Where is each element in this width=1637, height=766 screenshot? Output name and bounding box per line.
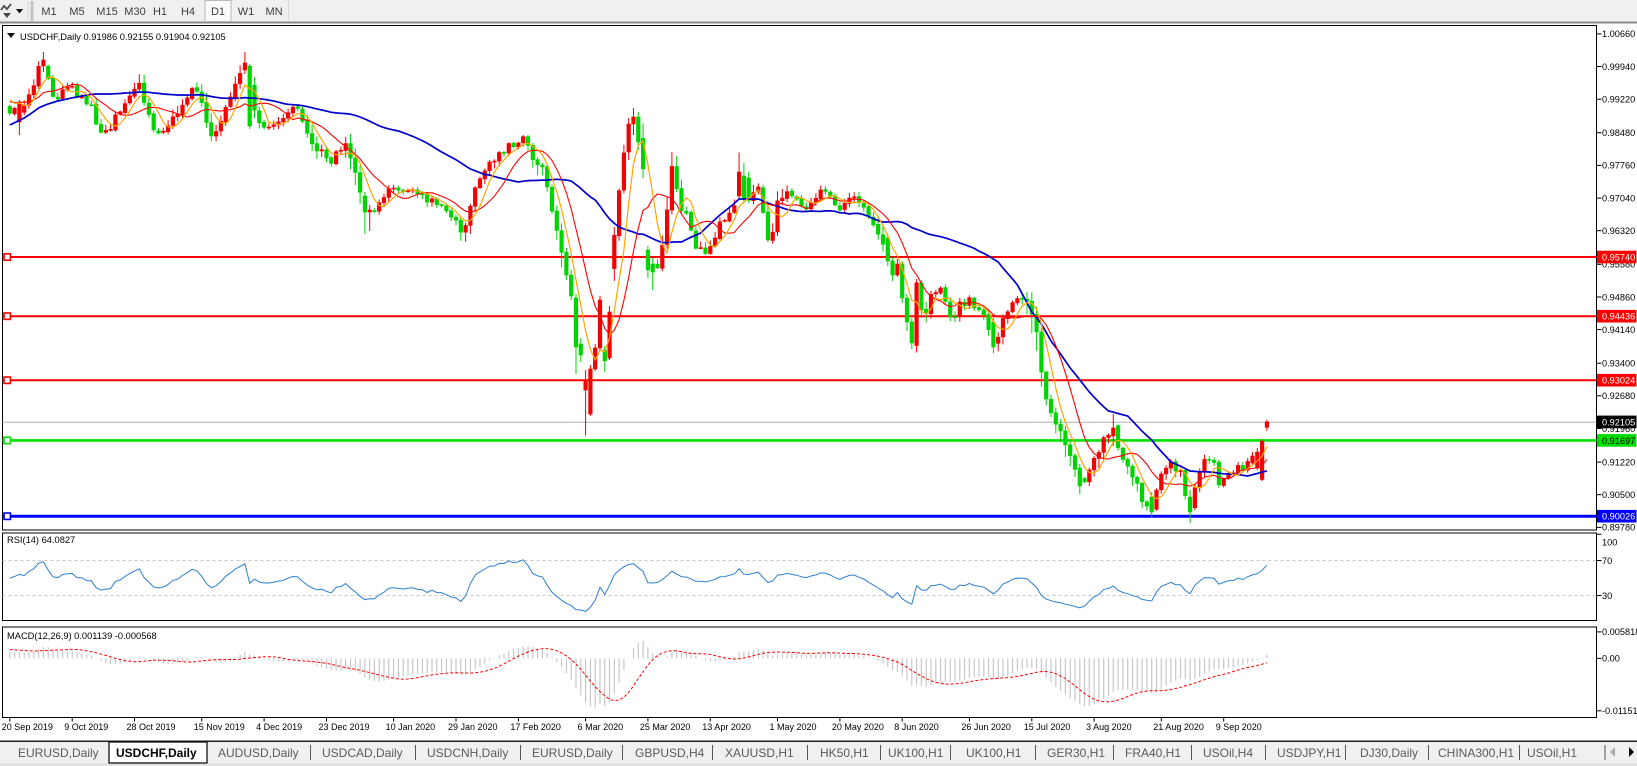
svg-text:17 Feb 2020: 17 Feb 2020 <box>510 722 561 732</box>
svg-text:0.95580: 0.95580 <box>1602 260 1635 270</box>
svg-text:D1: D1 <box>211 6 225 18</box>
svg-text:USOil,H1: USOil,H1 <box>1527 746 1577 760</box>
svg-text:AUDUSD,Daily: AUDUSD,Daily <box>218 746 299 760</box>
svg-text:0.94140: 0.94140 <box>1602 325 1635 335</box>
svg-text:UK100,H1: UK100,H1 <box>966 746 1022 760</box>
svg-text:21 Aug 2020: 21 Aug 2020 <box>1153 722 1204 732</box>
svg-text:0.96320: 0.96320 <box>1602 226 1635 236</box>
svg-text:13 Apr 2020: 13 Apr 2020 <box>702 722 751 732</box>
svg-text:XAUUSD,H1: XAUUSD,H1 <box>725 746 794 760</box>
svg-text:USDCNH,Daily: USDCNH,Daily <box>427 746 508 760</box>
svg-text:H1: H1 <box>153 6 167 18</box>
svg-text:1.00660: 1.00660 <box>1602 29 1635 39</box>
svg-text:15 Jul 2020: 15 Jul 2020 <box>1024 722 1071 732</box>
svg-text:M15: M15 <box>96 6 117 18</box>
svg-text:6 Mar 2020: 6 Mar 2020 <box>578 722 624 732</box>
svg-text:0.89780: 0.89780 <box>1602 523 1635 533</box>
svg-text:30: 30 <box>1602 591 1612 601</box>
svg-text:M5: M5 <box>69 6 84 18</box>
svg-text:0.93400: 0.93400 <box>1602 359 1635 369</box>
svg-text:M30: M30 <box>124 6 145 18</box>
svg-text:26 Jun 2020: 26 Jun 2020 <box>961 722 1011 732</box>
svg-text:0.00: 0.00 <box>1602 654 1620 664</box>
svg-text:3 Aug 2020: 3 Aug 2020 <box>1086 722 1132 732</box>
svg-text:GER30,H1: GER30,H1 <box>1047 746 1105 760</box>
svg-text:0.91960: 0.91960 <box>1602 424 1635 434</box>
svg-text:29 Jan 2020: 29 Jan 2020 <box>448 722 498 732</box>
svg-text:EURUSD,Daily: EURUSD,Daily <box>532 746 613 760</box>
svg-text:UK100,H1: UK100,H1 <box>888 746 944 760</box>
svg-text:9 Sep 2020: 9 Sep 2020 <box>1216 722 1262 732</box>
svg-text:0.005818: 0.005818 <box>1602 627 1637 637</box>
svg-text:MACD(12,26,9) 0.001139 -0.0005: MACD(12,26,9) 0.001139 -0.000568 <box>7 631 157 641</box>
svg-text:20 Sep 2019: 20 Sep 2019 <box>2 722 53 732</box>
svg-text:0.93024: 0.93024 <box>1602 376 1635 386</box>
svg-text:0.98480: 0.98480 <box>1602 128 1635 138</box>
svg-text:USDCHF,Daily: USDCHF,Daily <box>116 746 197 760</box>
svg-text:GBPUSD,H4: GBPUSD,H4 <box>635 746 705 760</box>
svg-text:25 Mar 2020: 25 Mar 2020 <box>640 722 691 732</box>
svg-text:W1: W1 <box>238 6 255 18</box>
svg-text:0.90026: 0.90026 <box>1602 512 1635 522</box>
svg-text:USDCHF,Daily 0.91986 0.92155: USDCHF,Daily 0.91986 0.92155 0.91904 0.9… <box>20 32 226 42</box>
svg-text:H4: H4 <box>181 6 195 18</box>
svg-text:DJ30,Daily: DJ30,Daily <box>1360 746 1418 760</box>
svg-text:0.94860: 0.94860 <box>1602 292 1635 302</box>
svg-text:0.91220: 0.91220 <box>1602 457 1635 467</box>
svg-text:23 Dec 2019: 23 Dec 2019 <box>319 722 370 732</box>
svg-text:1 May 2020: 1 May 2020 <box>770 722 817 732</box>
svg-text:0.99220: 0.99220 <box>1602 95 1635 105</box>
svg-text:4 Dec 2019: 4 Dec 2019 <box>256 722 302 732</box>
svg-text:0.92680: 0.92680 <box>1602 391 1635 401</box>
svg-text:28 Oct 2019: 28 Oct 2019 <box>127 722 176 732</box>
svg-text:HK50,H1: HK50,H1 <box>820 746 869 760</box>
svg-text:0.97760: 0.97760 <box>1602 161 1635 171</box>
svg-text:8 Jun 2020: 8 Jun 2020 <box>894 722 939 732</box>
svg-text:EURUSD,Daily: EURUSD,Daily <box>18 746 99 760</box>
svg-text:RSI(14) 64.0827: RSI(14) 64.0827 <box>7 535 75 545</box>
svg-text:USDCAD,Daily: USDCAD,Daily <box>322 746 403 760</box>
svg-text:FRA40,H1: FRA40,H1 <box>1125 746 1181 760</box>
svg-text:9 Oct 2019: 9 Oct 2019 <box>64 722 108 732</box>
svg-text:M1: M1 <box>41 6 56 18</box>
svg-text:0.99940: 0.99940 <box>1602 62 1635 72</box>
svg-text:USOil,H4: USOil,H4 <box>1203 746 1253 760</box>
svg-text:100: 100 <box>1602 537 1617 547</box>
svg-text:-0.011514: -0.011514 <box>1602 706 1637 716</box>
svg-text:0.92105: 0.92105 <box>1602 417 1635 427</box>
svg-text:0.97040: 0.97040 <box>1602 193 1635 203</box>
svg-text:0.95740: 0.95740 <box>1602 252 1635 262</box>
svg-text:CHINA300,H1: CHINA300,H1 <box>1438 746 1514 760</box>
svg-text:10 Jan 2020: 10 Jan 2020 <box>386 722 436 732</box>
svg-text:15 Nov 2019: 15 Nov 2019 <box>194 722 245 732</box>
svg-text:70: 70 <box>1602 556 1612 566</box>
svg-text:0.91697: 0.91697 <box>1602 436 1635 446</box>
svg-text:0.94436: 0.94436 <box>1602 312 1635 322</box>
svg-text:0.90500: 0.90500 <box>1602 490 1635 500</box>
svg-text:USDJPY,H1: USDJPY,H1 <box>1277 746 1342 760</box>
svg-text:20 May 2020: 20 May 2020 <box>832 722 884 732</box>
svg-text:MN: MN <box>265 6 282 18</box>
